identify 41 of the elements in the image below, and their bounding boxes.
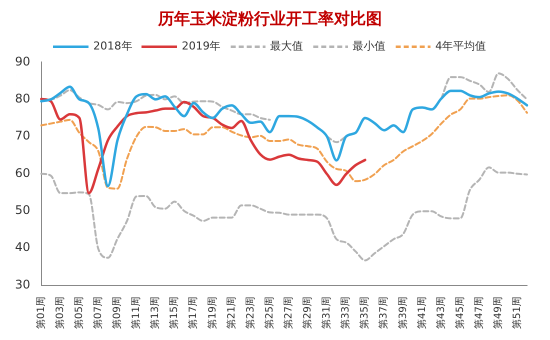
y-tick-label: 60 bbox=[14, 166, 30, 180]
x-tick-label: 第03周 bbox=[54, 296, 66, 330]
legend-label: 4年平均值 bbox=[435, 40, 486, 53]
legend-label: 2018年 bbox=[93, 40, 132, 53]
x-tick-label: 第21周 bbox=[225, 296, 238, 330]
x-tick-label: 第27周 bbox=[282, 296, 294, 330]
y-tick-label: 70 bbox=[14, 128, 30, 143]
x-tick-label: 第25周 bbox=[263, 296, 276, 330]
x-tick-label: 第33周 bbox=[340, 296, 352, 330]
x-tick-label: 第17周 bbox=[187, 296, 200, 330]
x-tick-label: 第15周 bbox=[168, 296, 180, 330]
y-tick-label: 30 bbox=[14, 277, 30, 292]
x-tick-label: 第19周 bbox=[206, 296, 218, 330]
y-tick-label: 80 bbox=[14, 92, 30, 106]
x-tick-label: 第37周 bbox=[378, 296, 390, 330]
x-tick-label: 第47周 bbox=[472, 296, 485, 330]
x-tick-label: 第45周 bbox=[454, 296, 466, 330]
x-tick-label: 第07周 bbox=[92, 296, 104, 330]
x-tick-label: 第39周 bbox=[396, 296, 409, 330]
x-tick-label: 第31周 bbox=[320, 296, 333, 330]
x-tick-label: 第11周 bbox=[130, 296, 142, 330]
legend-label: 最大值 bbox=[270, 40, 304, 53]
legend-label: 最小值 bbox=[352, 40, 386, 53]
x-tick-label: 第49周 bbox=[492, 296, 504, 330]
y-tick-label: 40 bbox=[14, 240, 30, 254]
legend-label: 2019年 bbox=[182, 40, 221, 53]
x-tick-label: 第13周 bbox=[149, 296, 162, 330]
x-tick-label: 第09周 bbox=[111, 296, 124, 330]
x-tick-label: 第29周 bbox=[302, 296, 314, 330]
x-tick-label: 第05周 bbox=[72, 296, 85, 330]
y-tick-label: 50 bbox=[14, 203, 30, 218]
line-series bbox=[40, 166, 528, 262]
x-tick-label: 第01周 bbox=[34, 296, 47, 330]
x-tick-label: 第35周 bbox=[358, 296, 371, 330]
line-series bbox=[40, 98, 366, 194]
x-tick-label: 第41周 bbox=[416, 296, 428, 330]
chart-title: 历年玉米淀粉行业开工率对比图 bbox=[157, 8, 382, 28]
x-tick-label: 第23周 bbox=[244, 296, 256, 330]
x-tick-label: 第43周 bbox=[434, 296, 447, 330]
x-tick-label: 第51周 bbox=[511, 296, 524, 330]
y-tick-label: 90 bbox=[14, 54, 30, 68]
